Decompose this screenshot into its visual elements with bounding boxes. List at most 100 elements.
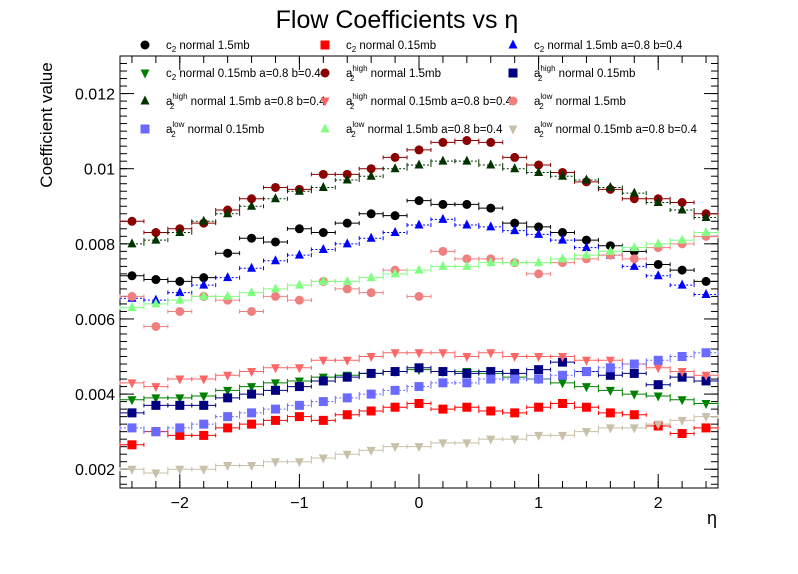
data-point xyxy=(581,428,591,438)
data-point xyxy=(629,260,639,270)
legend-marker xyxy=(320,123,330,133)
data-point xyxy=(534,431,544,441)
data-point xyxy=(270,255,280,265)
data-point xyxy=(151,383,161,393)
data-point xyxy=(247,408,257,418)
data-point xyxy=(629,187,639,197)
legend: c2 normal 1.5mb c2 normal 0.15mb c2 normal… xyxy=(140,39,697,139)
data-point xyxy=(199,215,209,225)
data-point xyxy=(366,446,376,456)
legend-marker xyxy=(140,40,150,50)
series-1 xyxy=(119,196,719,286)
data-point xyxy=(127,408,137,418)
data-point xyxy=(199,273,209,283)
data-point xyxy=(247,461,257,471)
data-point xyxy=(438,349,448,359)
data-point xyxy=(175,287,185,297)
data-point xyxy=(175,375,185,385)
data-point xyxy=(294,382,304,392)
data-point xyxy=(629,390,639,400)
data-point xyxy=(247,194,257,204)
data-point xyxy=(342,284,352,294)
data-point xyxy=(534,402,544,412)
data-point xyxy=(677,429,687,439)
data-point xyxy=(390,385,400,395)
data-point xyxy=(653,380,663,390)
data-point xyxy=(558,234,568,244)
data-point xyxy=(127,271,137,281)
data-point xyxy=(318,454,328,464)
data-point xyxy=(414,443,424,453)
plot-area: 0.002 0.004 0.006 0.008 0.01 0.012 −2 −1 0 1 2 xyxy=(75,55,719,512)
x-tick-label: −2 xyxy=(171,495,189,512)
data-point xyxy=(151,298,161,308)
data-point xyxy=(151,234,161,244)
data-point xyxy=(151,321,161,331)
data-point xyxy=(486,406,496,416)
legend-marker xyxy=(508,125,518,135)
data-point xyxy=(342,169,352,179)
data-point xyxy=(677,372,687,382)
data-point xyxy=(175,276,185,286)
data-point xyxy=(270,379,280,389)
data-point xyxy=(510,408,520,418)
data-point xyxy=(390,211,400,221)
data-point xyxy=(342,372,352,382)
data-point xyxy=(462,260,472,270)
data-point xyxy=(653,197,663,207)
data-point xyxy=(247,419,257,429)
data-point xyxy=(653,270,663,280)
data-point xyxy=(318,397,328,407)
legend-label: c2 normal 1.5mb a=0.8 b=0.4 xyxy=(534,40,683,54)
data-point xyxy=(414,382,424,392)
data-point xyxy=(199,279,209,289)
data-point xyxy=(534,365,544,375)
data-point xyxy=(653,238,663,248)
data-point xyxy=(414,398,424,408)
legend-label: alow 2 normal 0.15mb xyxy=(166,120,264,139)
data-point xyxy=(438,439,448,449)
data-point xyxy=(462,353,472,363)
data-point xyxy=(486,367,496,377)
data-point xyxy=(701,289,711,299)
data-point xyxy=(223,386,233,396)
legend-label: ahigh 2 normal 0.15mb a=0.8 b=0.4 xyxy=(346,92,513,111)
data-point xyxy=(438,137,448,147)
data-point xyxy=(414,145,424,155)
data-point xyxy=(366,353,376,363)
data-point xyxy=(294,400,304,410)
data-point xyxy=(462,199,472,209)
data-point xyxy=(342,410,352,420)
chart-title: Flow Coefficients vs η xyxy=(276,6,519,34)
data-point xyxy=(438,213,448,223)
data-point xyxy=(414,219,424,229)
data-point xyxy=(534,228,544,238)
data-point xyxy=(510,163,520,173)
data-point xyxy=(342,218,352,228)
data-point xyxy=(151,228,161,238)
data-point xyxy=(510,374,520,384)
legend-label: c2 normal 0.15mb a=0.8 b=0.4 xyxy=(166,68,321,82)
data-point xyxy=(653,355,663,365)
data-point xyxy=(534,353,544,363)
data-point xyxy=(558,353,568,363)
data-point xyxy=(629,242,639,252)
data-point xyxy=(127,238,137,248)
data-point xyxy=(438,404,448,414)
data-point xyxy=(558,431,568,441)
data-point xyxy=(438,367,448,377)
data-point xyxy=(175,465,185,475)
legend-entry: c2 normal 0.15mb a=0.8 b=0.4 xyxy=(140,68,321,82)
data-point xyxy=(605,356,615,366)
data-point xyxy=(486,374,496,384)
data-point xyxy=(462,439,472,449)
data-point xyxy=(462,254,472,264)
data-point xyxy=(701,399,711,409)
data-point xyxy=(653,420,663,430)
data-point xyxy=(294,249,304,259)
data-point xyxy=(247,287,257,297)
legend-marker xyxy=(508,96,518,106)
legend-marker xyxy=(508,68,518,78)
data-point xyxy=(366,170,376,180)
